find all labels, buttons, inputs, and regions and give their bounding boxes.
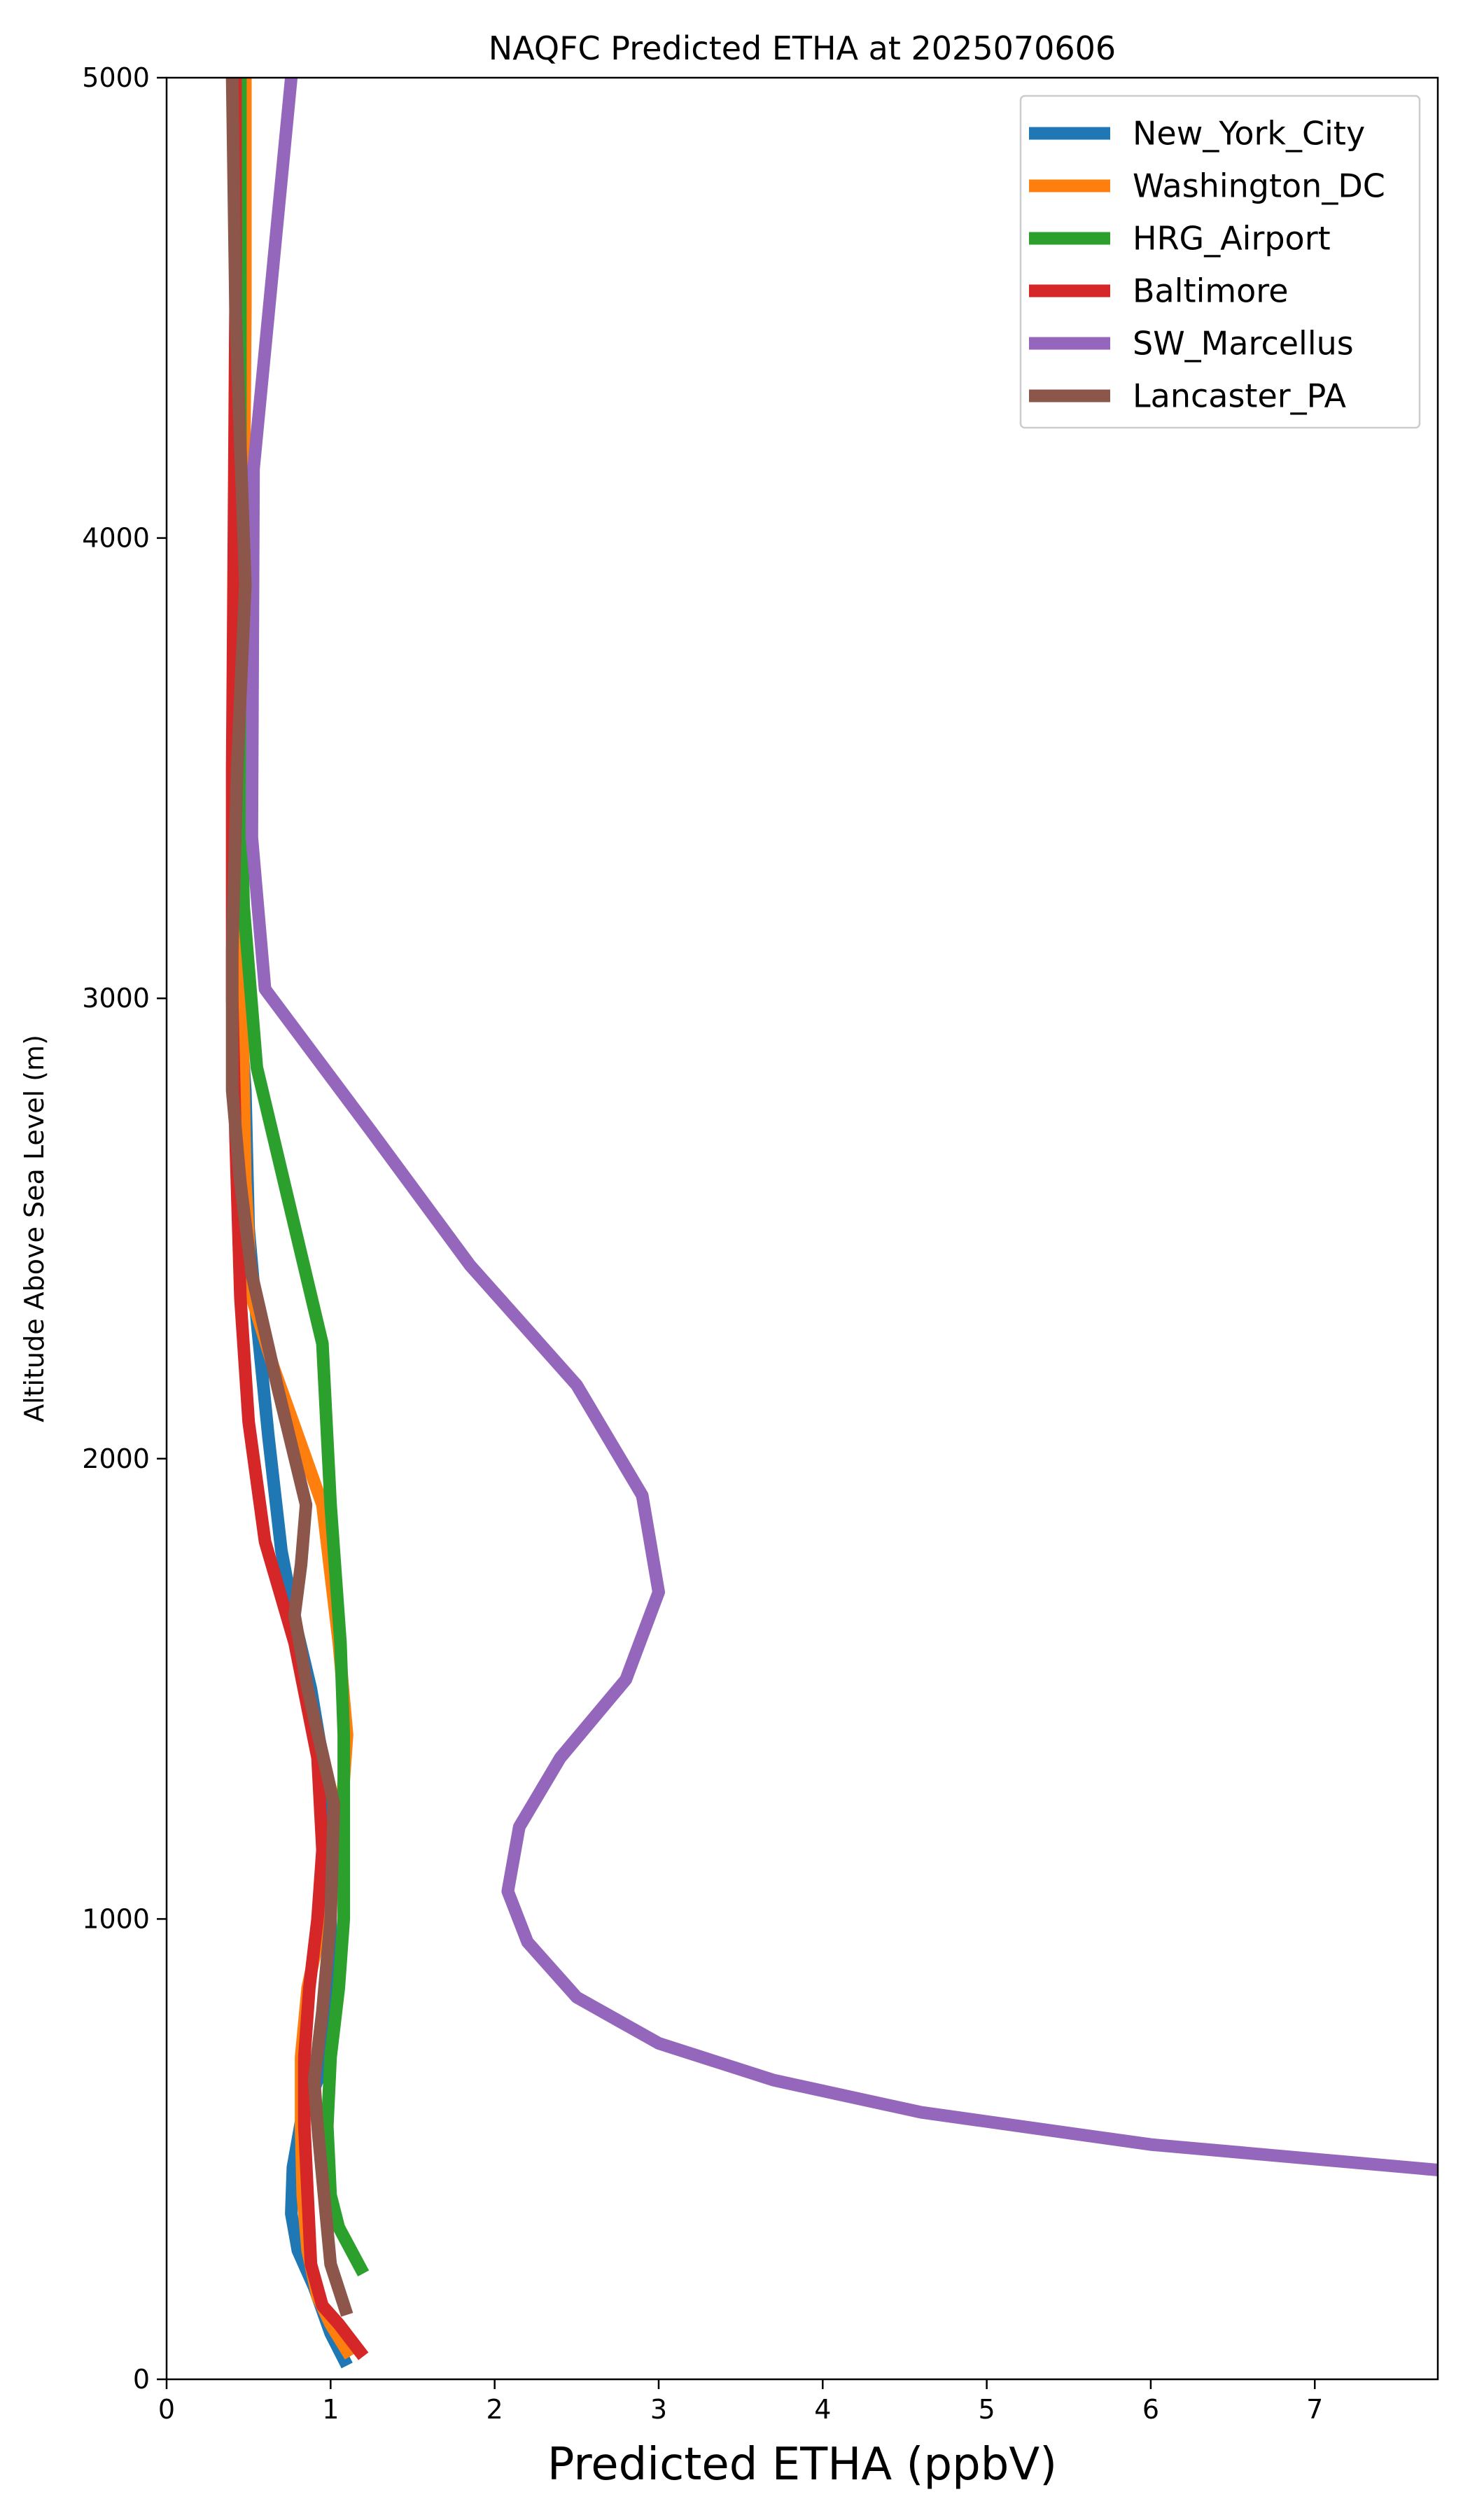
series-line-lancaster-pa <box>225 78 354 2317</box>
x-axis-ticks: 0 1 2 3 4 5 6 7 <box>158 2379 1323 2425</box>
y-tick-label: 5000 <box>82 62 150 93</box>
x-tick-label: 5 <box>979 2394 995 2425</box>
x-tick-label: 3 <box>650 2394 667 2425</box>
legend-label: SW_Marcellus <box>1133 325 1354 363</box>
plot-frame <box>165 76 1439 2381</box>
series-line-sw-marcellus <box>245 78 1438 2177</box>
x-tick-label: 7 <box>1306 2394 1323 2425</box>
legend-box <box>1019 94 1421 429</box>
legend-label: Lancaster_PA <box>1133 377 1346 415</box>
legend: New_York_City Washington_DC HRG_Airport Bal… <box>1019 94 1421 429</box>
x-tick-label: 1 <box>322 2394 339 2425</box>
legend-label: HRG_Airport <box>1133 220 1331 258</box>
y-tick-label: 2000 <box>82 1443 150 1474</box>
y-tick-label: 0 <box>133 2364 150 2395</box>
y-axis-ticks: 0 1000 2000 3000 4000 5000 <box>82 62 167 2395</box>
legend-label: Baltimore <box>1133 272 1289 310</box>
x-axis-label: Predicted ETHA (ppbV) <box>547 2439 1057 2491</box>
x-tick-label: 0 <box>158 2394 175 2425</box>
x-tick-label: 6 <box>1142 2394 1159 2425</box>
y-tick-label: 1000 <box>82 1903 150 1934</box>
y-tick-label: 3000 <box>82 983 150 1014</box>
y-tick-label: 4000 <box>82 523 150 554</box>
y-axis-label: Altitude Above Sea Level (m) <box>19 1035 50 1422</box>
chart-title: NAQFC Predicted ETHA at 2025070606 <box>489 29 1116 67</box>
x-tick-label: 2 <box>486 2394 503 2425</box>
series-layer <box>225 78 1438 2369</box>
x-tick-label: 4 <box>814 2394 831 2425</box>
legend-label: Washington_DC <box>1133 167 1385 205</box>
legend-label: New_York_City <box>1133 115 1365 153</box>
